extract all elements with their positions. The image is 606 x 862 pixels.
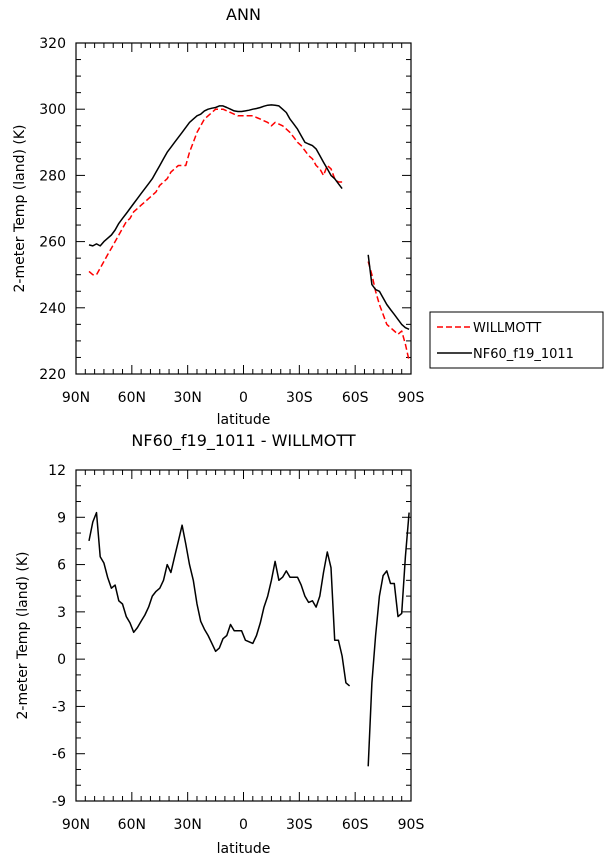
y-tick-label: 12 <box>48 463 66 479</box>
y-axis-label: 2-meter Temp (land) (K) <box>15 552 31 720</box>
chart-title: NF60_f19_1011 - WILLMOTT <box>131 431 355 451</box>
y-tick-label: -6 <box>52 747 66 763</box>
series-line-series-1 <box>367 512 410 767</box>
series-line-series-1 <box>88 511 351 687</box>
x-tick-label: 60S <box>342 817 369 833</box>
legend-label: NF60_f19_1011 <box>473 347 574 362</box>
y-tick-label: 0 <box>57 652 66 668</box>
legend: WILLMOTT NF60_f19_1011 <box>429 311 604 369</box>
x-tick-label: 60N <box>118 817 146 833</box>
series-line-willmott <box>88 108 343 276</box>
x-tick-label: 0 <box>239 390 248 406</box>
series-line-nf60-f19-1011 <box>88 104 343 247</box>
y-tick-label: 240 <box>39 301 66 317</box>
y-tick-label: 3 <box>57 605 66 621</box>
x-tick-label: 30N <box>174 817 202 833</box>
chart-panel-2: NF60_f19_1011 - WILLMOTT 90N 60N 30N 0 30S 60S… <box>15 431 424 857</box>
x-tick-label: 90S <box>398 817 425 833</box>
x-tick-label: 30N <box>174 390 202 406</box>
chart-title: ANN <box>226 5 261 24</box>
x-tick-label: 90S <box>398 390 425 406</box>
y-tick-label: 6 <box>57 558 66 574</box>
legend-label: WILLMOTT <box>473 321 541 336</box>
x-tick-label: 60N <box>118 390 146 406</box>
x-axis-label: latitude <box>217 412 271 428</box>
legend-box <box>429 311 604 369</box>
y-tick-label: 280 <box>39 168 66 184</box>
x-axis-label: latitude <box>217 841 271 857</box>
x-tick-label: 30S <box>286 817 313 833</box>
x-tick-label: 60S <box>342 390 369 406</box>
y-tick-label: 220 <box>39 367 66 383</box>
y-axis-label: 2-meter Temp (land) (K) <box>12 125 28 293</box>
y-tick-label: 9 <box>57 510 66 526</box>
chart-panel-1: ANN 90N 60N 30N 0 30S 60S 90S 220 240 260 280 300 320… <box>12 5 604 428</box>
y-tick-label: -3 <box>52 699 66 715</box>
x-tick-label: 90N <box>62 817 90 833</box>
y-tick-label: 260 <box>39 235 66 251</box>
y-tick-label: -9 <box>52 794 66 810</box>
x-tick-label: 90N <box>62 390 90 406</box>
y-tick-label: 320 <box>39 36 66 52</box>
x-tick-label: 30S <box>286 390 313 406</box>
x-tick-label: 0 <box>239 817 248 833</box>
series-line-willmott <box>367 261 410 361</box>
y-tick-label: 300 <box>39 102 66 118</box>
plot-frame <box>75 42 412 375</box>
series-line-nf60-f19-1011 <box>367 254 410 330</box>
